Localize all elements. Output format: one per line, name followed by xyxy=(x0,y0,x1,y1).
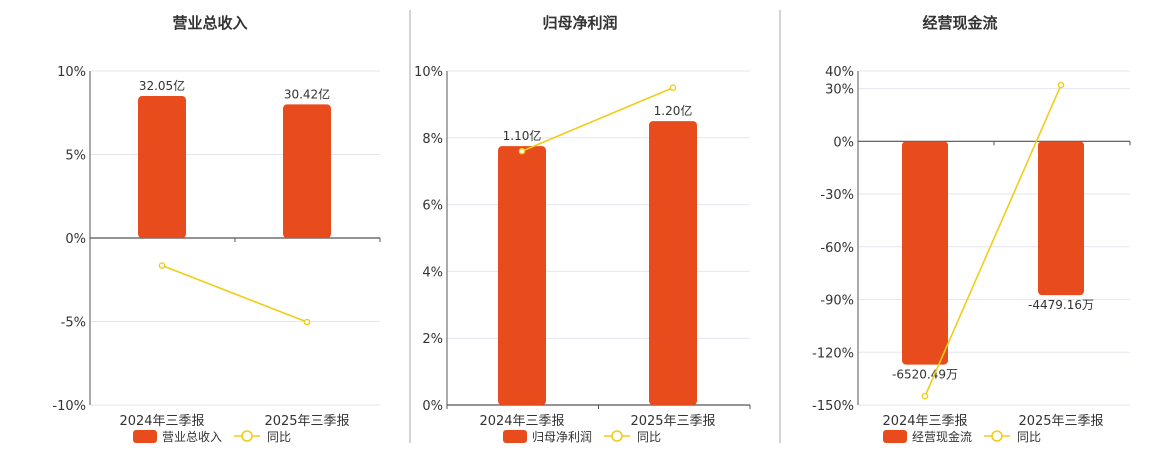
yoy-point xyxy=(518,147,526,155)
y-tick-label: 2% xyxy=(422,332,443,347)
bar-data-label: 1.10亿 xyxy=(503,128,542,143)
legend-line-marker xyxy=(241,430,253,442)
y-tick-label: 5% xyxy=(65,149,86,164)
bar-data-label: -4479.16万 xyxy=(1028,298,1094,312)
chart-panel-2: 归母净利润 10% 8% 6% 4% 2% 0% 1.10亿 1.20亿 2024年三季报 2025… xyxy=(414,14,751,444)
y-tick-label: -120% xyxy=(812,346,854,361)
chart-panel-1: 营业总收入 10% 5% 0% -5% -10% 32.05亿 30.42亿 2024年三季报 2… xyxy=(52,14,381,444)
x-tick-label: 2025年三季报 xyxy=(264,414,349,429)
y-tick-label: -60% xyxy=(820,241,854,256)
yoy-line xyxy=(924,84,1062,397)
yoy-point xyxy=(303,318,311,326)
y-tick-label: 4% xyxy=(422,265,443,280)
yoy-line xyxy=(161,264,308,323)
legend-bar-label: 归母净利润 xyxy=(532,430,592,444)
yoy-point xyxy=(1057,81,1065,89)
y-tick-label: 10% xyxy=(414,65,443,80)
bar xyxy=(1038,141,1084,296)
yoy-point xyxy=(158,262,166,269)
bar-data-label: 32.05亿 xyxy=(139,78,185,93)
y-tick-label: 0% xyxy=(833,135,854,150)
y-tick-label: -5% xyxy=(61,316,86,331)
y-tick-label: 10% xyxy=(57,65,86,80)
x-tick-label: 2024年三季报 xyxy=(882,414,967,429)
bar-data-label: 30.42亿 xyxy=(284,86,330,101)
legend-line-marker xyxy=(991,430,1003,442)
y-tick-label: -10% xyxy=(52,399,86,414)
y-tick-label: 0% xyxy=(422,399,443,414)
y-tick-label: 40% xyxy=(825,65,854,80)
legend-line-marker xyxy=(611,430,623,442)
legend-bar-swatch xyxy=(883,430,907,443)
chart-title: 归母净利润 xyxy=(542,14,617,32)
y-tick-label: -90% xyxy=(820,294,854,309)
bar xyxy=(498,146,546,405)
bar xyxy=(902,141,948,365)
x-tick-label: 2025年三季报 xyxy=(630,414,715,429)
y-tick-label: -30% xyxy=(820,188,854,203)
y-tick-label: 0% xyxy=(65,232,86,247)
bar xyxy=(283,104,331,239)
yoy-point xyxy=(669,84,677,91)
chart-title: 营业总收入 xyxy=(172,14,247,32)
legend-bar-swatch xyxy=(503,430,527,443)
legend-line-label: 同比 xyxy=(1017,430,1041,444)
yoy-line xyxy=(521,86,674,152)
legend-line-label: 同比 xyxy=(267,430,291,444)
y-tick-label: -150% xyxy=(812,399,854,414)
y-tick-label: 6% xyxy=(422,199,443,214)
bar-data-label: 1.20亿 xyxy=(654,103,693,118)
chart-title: 经营现金流 xyxy=(922,14,997,32)
yoy-point xyxy=(921,392,929,400)
y-tick-label: 30% xyxy=(825,83,854,98)
x-tick-label: 2025年三季报 xyxy=(1018,414,1103,429)
x-tick-label: 2024年三季报 xyxy=(479,414,564,429)
chart-panel-3: 经营现金流 40% 30% 0% -30% -60% -90% -120% -150% -6520… xyxy=(812,14,1131,444)
bar xyxy=(138,96,186,238)
legend-bar-label: 经营现金流 xyxy=(912,429,972,444)
y-tick-label: 8% xyxy=(422,132,443,147)
x-tick-label: 2024年三季报 xyxy=(119,414,204,429)
legend-bar-swatch xyxy=(133,430,157,443)
bar-data-label: -6520.49万 xyxy=(892,368,958,382)
legend-bar-label: 营业总收入 xyxy=(162,430,222,444)
legend-line-label: 同比 xyxy=(637,430,661,444)
bar xyxy=(649,121,697,405)
